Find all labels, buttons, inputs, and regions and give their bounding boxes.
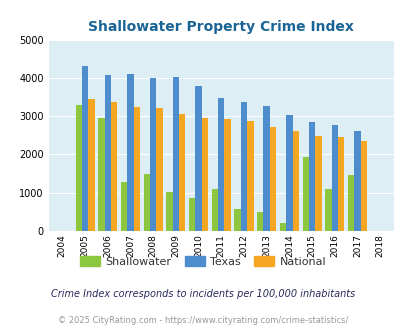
Bar [234,209,240,231]
Bar [149,78,156,231]
Bar [143,174,149,231]
Bar [156,108,162,231]
Legend: Shallowater, Texas, National: Shallowater, Texas, National [75,251,330,271]
Bar [279,223,286,231]
Bar [308,122,315,231]
Bar [189,198,195,231]
Bar [75,106,82,231]
Bar [347,176,354,231]
Bar [111,102,117,231]
Bar [201,118,208,231]
Bar [217,98,224,231]
Bar [166,192,172,231]
Bar [211,188,217,231]
Bar [256,212,263,231]
Bar [172,77,179,231]
Title: Shallowater Property Crime Index: Shallowater Property Crime Index [88,20,353,34]
Bar [179,114,185,231]
Bar [224,119,230,231]
Bar [195,85,201,231]
Bar [104,75,111,231]
Text: Crime Index corresponds to incidents per 100,000 inhabitants: Crime Index corresponds to incidents per… [51,289,354,299]
Bar [292,131,298,231]
Bar [269,127,275,231]
Bar [331,125,337,231]
Bar [82,66,88,231]
Bar [98,118,104,231]
Bar [286,115,292,231]
Bar [247,121,253,231]
Bar [240,102,247,231]
Bar [315,136,321,231]
Bar [263,106,269,231]
Bar [337,137,343,231]
Bar [121,182,127,231]
Text: © 2025 CityRating.com - https://www.cityrating.com/crime-statistics/: © 2025 CityRating.com - https://www.city… [58,316,347,325]
Bar [127,74,133,231]
Bar [302,157,308,231]
Bar [133,107,140,231]
Bar [360,141,366,231]
Bar [88,99,94,231]
Bar [324,189,331,231]
Bar [354,131,360,231]
